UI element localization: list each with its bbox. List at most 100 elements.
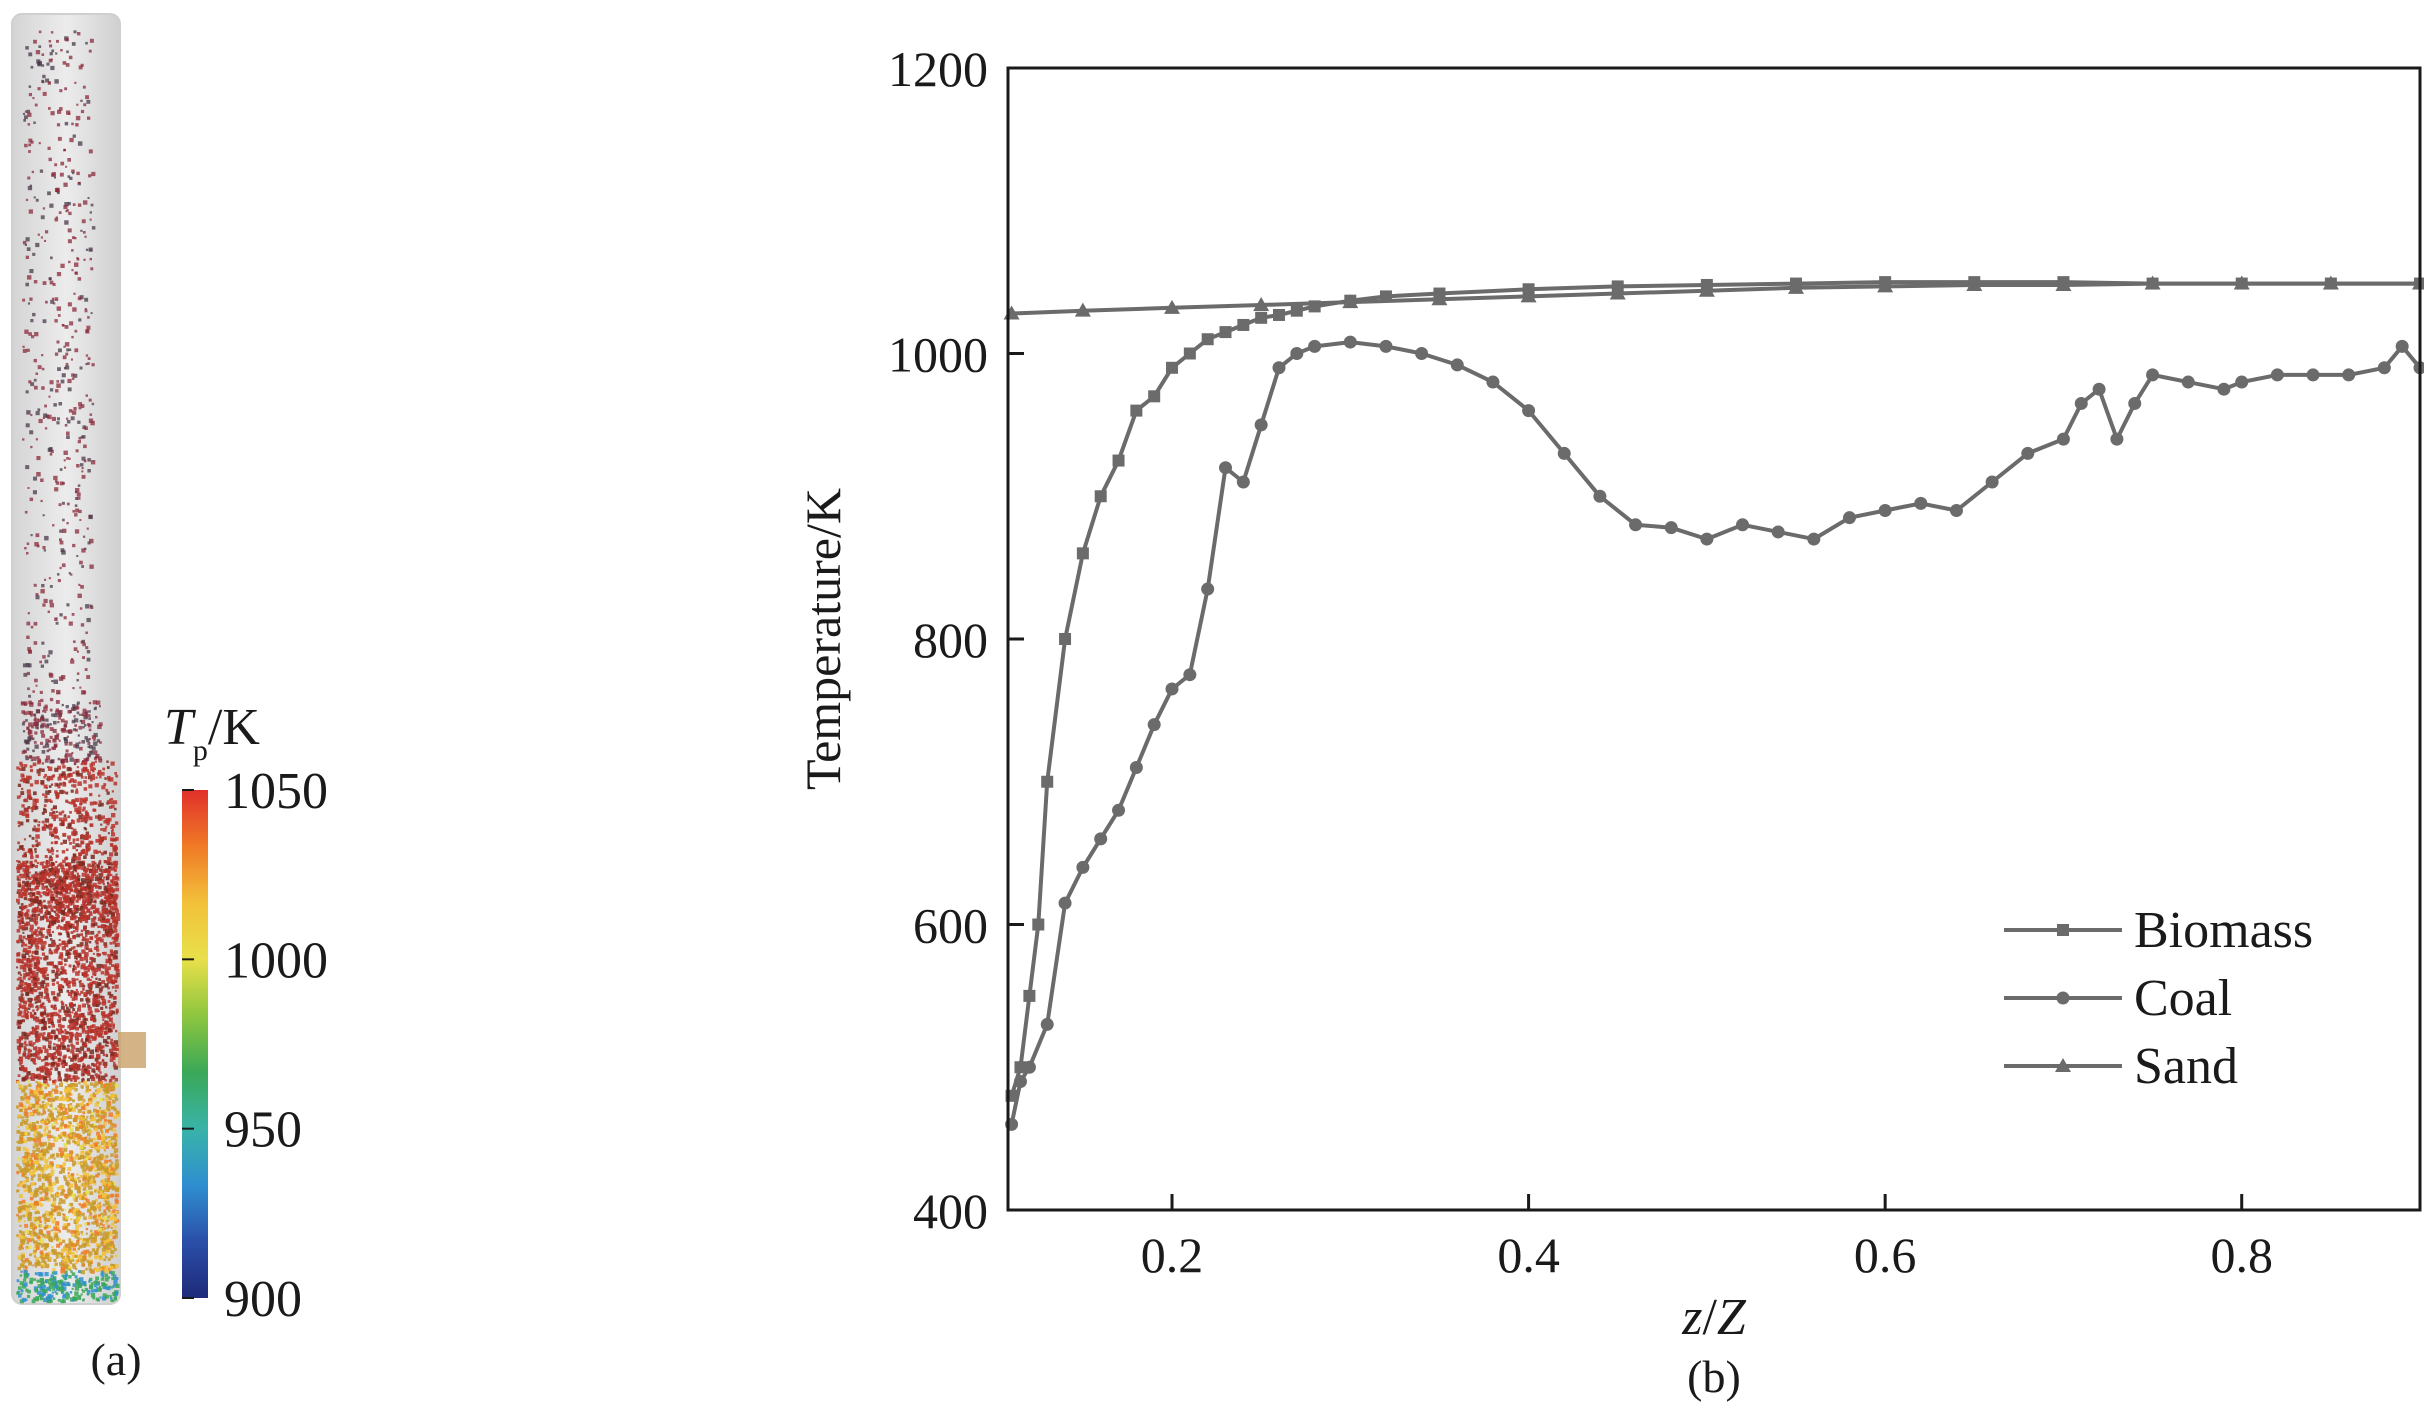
data-point-biomass	[1130, 404, 1143, 417]
riser-simulation-panel	[11, 13, 146, 1305]
x-axis-label-Z: Z	[1717, 1289, 1747, 1346]
data-point-coal	[1308, 339, 1322, 353]
particle-cloud	[16, 30, 121, 1304]
legend-label-biomass: Biomass	[2134, 902, 2313, 959]
data-point-sand	[2144, 275, 2161, 290]
data-point-coal	[1013, 1075, 1027, 1089]
data-point-sand	[1698, 282, 1715, 297]
data-point-coal	[1094, 832, 1108, 846]
data-point-coal	[2306, 368, 2320, 382]
data-point-sand	[1966, 276, 1983, 291]
data-point-coal	[1736, 518, 1750, 532]
data-point-coal	[1379, 339, 1393, 353]
data-point-coal	[1272, 361, 1286, 375]
data-point-sand	[2055, 276, 2072, 291]
y-tick-label: 1200	[888, 41, 988, 97]
data-point-biomass	[1076, 547, 1089, 560]
data-point-coal	[1522, 404, 1536, 418]
data-point-coal	[1236, 475, 1250, 489]
data-point-coal	[1985, 475, 1999, 489]
data-point-coal	[1771, 525, 1785, 539]
x-tick-label: 0.4	[1497, 1227, 1560, 1283]
panel-b-label: (b)	[1687, 1351, 1741, 1402]
data-point-coal	[1486, 375, 1500, 389]
temperature-colorbar: Tp/K 1050 1000 950 900	[164, 699, 328, 1328]
data-point-sand	[2233, 275, 2250, 290]
data-point-sand	[1074, 302, 1091, 317]
data-point-sand	[1342, 294, 1359, 309]
y-tick-labels: 400 600 800 1000 1200	[888, 41, 988, 1239]
data-point-sand	[1877, 278, 1894, 293]
data-point-biomass	[1094, 490, 1107, 503]
legend-label-coal: Coal	[2134, 970, 2232, 1027]
data-point-coal	[2146, 368, 2160, 382]
data-point-sand	[1253, 296, 1270, 311]
x-axis-label: z/Z	[1681, 1289, 1747, 1346]
data-point-coal	[1022, 1060, 1036, 1074]
data-point-coal	[2395, 339, 2409, 353]
data-point-biomass	[1255, 311, 1268, 324]
legend-item-sand: Sand	[2004, 1038, 2238, 1095]
data-point-biomass	[1041, 775, 1054, 788]
data-point-coal	[2342, 368, 2356, 382]
data-point-coal	[1165, 682, 1179, 696]
series-sand	[1003, 275, 2424, 320]
data-point-biomass	[1059, 633, 1072, 645]
data-point-biomass	[1014, 1061, 1027, 1074]
x-tick-label: 0.2	[1141, 1227, 1204, 1283]
data-point-coal	[1219, 461, 1233, 475]
data-point-coal	[1040, 1017, 1054, 1031]
chart-legend: Biomass Coal Sand	[2004, 902, 2313, 1095]
data-point-coal	[1557, 446, 1571, 460]
data-point-sand	[2322, 275, 2339, 290]
data-point-coal	[1183, 668, 1197, 682]
data-point-coal	[1254, 418, 1268, 432]
legend-marker-coal	[2056, 991, 2070, 1005]
data-point-coal	[2110, 432, 2124, 446]
legend-item-coal: Coal	[2004, 970, 2232, 1027]
y-tick-label: 1000	[888, 327, 988, 383]
data-point-biomass	[1219, 326, 1232, 339]
axis-ticks	[1008, 66, 2244, 1212]
data-point-coal	[1290, 347, 1304, 360]
data-point-coal	[2235, 375, 2249, 389]
series-line-sand	[1011, 281, 2420, 316]
data-point-coal	[1147, 718, 1161, 732]
data-point-biomass	[1183, 347, 1196, 360]
data-point-sand	[1431, 291, 1448, 306]
x-tick-label: 0.8	[2210, 1227, 2273, 1283]
data-point-coal	[2128, 396, 2142, 410]
data-point-biomass	[1272, 308, 1285, 321]
colorbar-tick-label: 950	[224, 1102, 302, 1159]
data-point-coal	[1949, 504, 1963, 518]
panel-a-label: (a)	[90, 1334, 141, 1385]
data-point-coal	[1629, 518, 1643, 532]
data-point-biomass	[1112, 454, 1125, 467]
data-point-coal	[2056, 432, 2070, 446]
data-point-coal	[1807, 532, 1821, 546]
data-point-coal	[1058, 896, 1072, 910]
y-tick-label: 400	[913, 1183, 988, 1239]
data-point-coal	[2074, 396, 2088, 410]
x-tick-labels: 0.2 0.4 0.6 0.8	[1141, 1227, 2273, 1283]
data-point-coal	[1914, 496, 1928, 510]
data-point-coal	[2021, 446, 2035, 460]
colorbar-tick-label: 1050	[224, 763, 328, 820]
data-point-coal	[2377, 361, 2391, 375]
temperature-chart: 0.2 0.4 0.6 0.8 400 600 800 1000 1200 Temperatu…	[795, 41, 2424, 1346]
data-point-coal	[1201, 582, 1215, 596]
legend-marker-biomass	[2057, 924, 2069, 936]
data-point-biomass	[1023, 989, 1036, 1002]
y-axis-label: Temperature/K	[795, 488, 851, 790]
colorbar-ticks: 1050 1000 950 900	[182, 763, 328, 1328]
data-point-biomass	[1032, 918, 1045, 931]
data-point-biomass	[1290, 304, 1303, 317]
data-point-coal	[1450, 358, 1464, 372]
data-point-biomass	[1166, 361, 1179, 374]
colorbar-scale	[182, 790, 208, 1298]
data-point-sand	[1164, 299, 1181, 314]
data-point-sand	[1609, 285, 1626, 300]
data-point-coal	[2217, 382, 2231, 396]
data-point-biomass	[1237, 318, 1250, 331]
